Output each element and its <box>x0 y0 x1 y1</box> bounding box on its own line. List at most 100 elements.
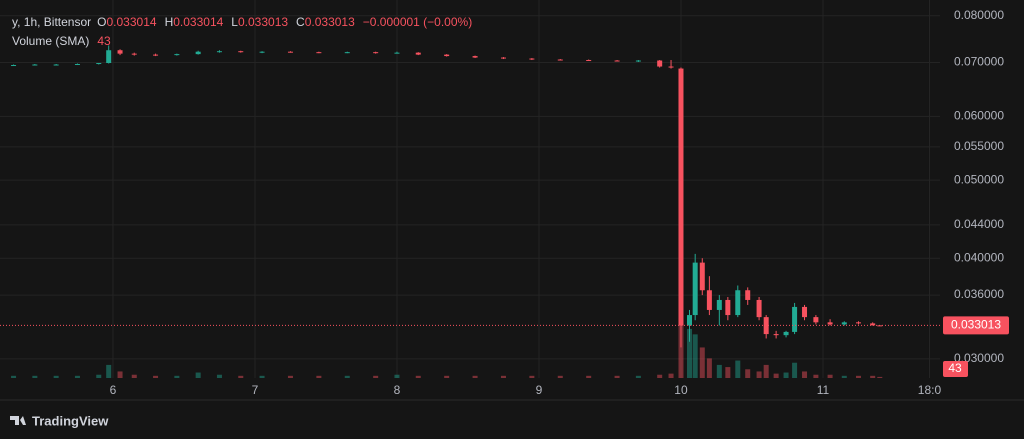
candle-body <box>216 51 222 53</box>
candle-body <box>529 58 535 60</box>
volume-bar <box>106 364 112 378</box>
volume-bar <box>472 375 478 378</box>
candle-body <box>117 50 123 54</box>
candle-body <box>870 323 876 326</box>
volume-bar <box>763 364 769 378</box>
volume-box <box>943 361 968 377</box>
candle-body <box>287 51 293 53</box>
candle-body <box>11 65 17 67</box>
volume-bar <box>841 375 847 378</box>
candle-body <box>706 290 712 310</box>
volume-bar <box>96 374 102 378</box>
x-tick-label: 11 <box>817 383 830 397</box>
ohlc-label: H <box>165 15 174 29</box>
volume-bar <box>174 375 180 378</box>
volume-bar <box>153 375 159 378</box>
volume-bar <box>500 375 506 378</box>
volume-bar <box>792 362 798 378</box>
x-tick-label: 7 <box>252 383 259 397</box>
candle-body <box>716 299 722 310</box>
candle-body <box>316 52 322 54</box>
y-tick-label: 0.040000 <box>954 250 1004 264</box>
y-tick-label: 0.060000 <box>954 109 1004 123</box>
x-tick-label: 9 <box>536 383 543 397</box>
ohlc-label: L <box>231 15 238 29</box>
candle-body <box>802 306 808 318</box>
ohlc-value: 0.033013 <box>305 15 355 29</box>
volume-bar <box>756 371 762 378</box>
volume-bar <box>716 364 722 378</box>
candle-body <box>783 331 789 336</box>
volume-bar <box>415 375 421 378</box>
volume-bar <box>216 374 222 378</box>
volume-bar <box>687 328 693 378</box>
volume-bar <box>678 318 684 378</box>
volume-bar <box>259 375 265 378</box>
volume-bar <box>813 374 819 378</box>
candle-body <box>614 60 620 62</box>
volume-bar <box>287 375 293 378</box>
candle-body <box>586 60 592 62</box>
candle-body <box>557 59 563 61</box>
candle-body <box>394 52 400 54</box>
candle-body <box>678 68 684 326</box>
volume-bar <box>444 375 450 378</box>
candle-body <box>472 56 478 58</box>
volume-bar <box>53 375 59 378</box>
brand: TradingView <box>32 413 109 428</box>
candle-body <box>131 53 137 55</box>
y-tick-label: 0.080000 <box>954 8 1004 22</box>
candle-body <box>855 322 861 324</box>
volume-bar <box>195 372 201 378</box>
volume-bar <box>74 375 80 378</box>
candle-body <box>444 54 450 57</box>
volume-bar <box>32 375 38 378</box>
candle-body <box>756 299 762 318</box>
volume-bar <box>745 369 751 378</box>
legend-title: y, 1h, Bittensor <box>12 15 91 29</box>
y-tick-label: 0.055000 <box>954 139 1004 153</box>
volume-sma-value: 43 <box>948 361 962 375</box>
ohlc-label: C <box>296 15 305 29</box>
x-tick-label: 8 <box>394 383 401 397</box>
volume-bar <box>614 375 620 378</box>
ohlc-value: 0.033014 <box>107 15 157 29</box>
candle-body <box>259 51 265 53</box>
volume-label: Volume (SMA) <box>12 34 89 48</box>
volume-bar <box>706 358 712 378</box>
candle-body <box>53 64 59 66</box>
volume-bar <box>557 375 563 378</box>
volume-bar <box>11 375 17 378</box>
candle-body <box>657 60 663 67</box>
volume-bar <box>394 374 400 378</box>
volume-bar <box>773 373 779 378</box>
candle-body <box>174 54 180 56</box>
y-tick-label: 0.050000 <box>954 172 1004 186</box>
volume-bar <box>870 375 876 378</box>
last-price-label: 0.033013 <box>951 318 1001 332</box>
candle-body <box>668 66 674 68</box>
candle-body <box>415 52 421 55</box>
candle-body <box>773 334 779 336</box>
candle-body <box>500 57 506 59</box>
candle-body <box>195 51 201 55</box>
candle-body <box>841 322 847 325</box>
volume-bar <box>344 375 350 378</box>
candle-body <box>827 322 833 325</box>
volume-bar <box>668 373 674 378</box>
candle-body <box>32 64 38 66</box>
volume-bar <box>802 371 808 378</box>
volume-bar <box>725 367 731 378</box>
candle-body <box>106 50 112 64</box>
axes: 0.080000 0.070000 0.060000 0.055000 0.050000… <box>110 0 1024 400</box>
volume-bar <box>586 375 592 378</box>
volume-bar <box>373 375 379 378</box>
legend: y, 1h, Bittensor O 0.033014 H 0.033014 L 0.033… <box>12 15 472 48</box>
candle-body <box>792 306 798 332</box>
volume-bar <box>855 375 861 378</box>
candle-body <box>238 51 244 53</box>
candle-body <box>373 52 379 54</box>
